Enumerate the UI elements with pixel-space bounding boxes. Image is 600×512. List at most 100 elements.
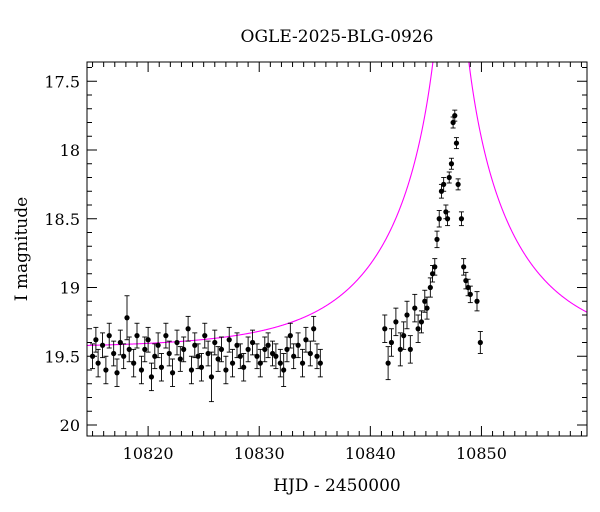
data-point <box>422 298 428 304</box>
data-point <box>401 333 407 339</box>
data-point <box>158 364 165 370</box>
data-point <box>163 333 169 339</box>
x-axis-label: HJD - 2450000 <box>273 476 401 496</box>
data-point <box>415 326 421 332</box>
chart-title: OGLE-2025-BLG-0926 <box>241 27 434 47</box>
y-tick-label: 18 <box>60 141 80 160</box>
y-tick-label: 17.5 <box>44 72 80 91</box>
data-point <box>208 374 215 380</box>
data-point <box>295 342 301 348</box>
data-point <box>412 305 418 311</box>
data-point <box>385 360 391 366</box>
y-tick-label: 18.5 <box>44 210 80 229</box>
data-point <box>432 264 438 270</box>
data-point <box>195 353 201 359</box>
data-point <box>452 113 458 119</box>
data-point <box>131 360 137 366</box>
data-point <box>404 312 410 318</box>
data-point <box>212 339 218 346</box>
x-tick-label: 10820 <box>123 444 174 463</box>
data-point <box>245 346 251 352</box>
data-point <box>427 284 433 291</box>
data-point <box>424 305 430 311</box>
data-point <box>95 360 101 366</box>
data-point <box>311 326 317 332</box>
data-point <box>317 360 323 366</box>
data-point <box>106 333 112 339</box>
data-point <box>155 342 161 348</box>
data-point <box>188 367 195 373</box>
data-point <box>114 370 120 376</box>
data-point <box>134 333 140 339</box>
data-point <box>142 346 148 352</box>
data-point <box>226 337 232 343</box>
data-point <box>241 364 247 370</box>
data-point <box>461 264 467 270</box>
data-point <box>215 356 221 362</box>
axis-ticks: 10820 10830 10840 10850 17.5 18 18.5 19 19.5 20 <box>44 62 587 463</box>
data-point <box>455 181 461 187</box>
model-curve-layer <box>87 62 587 346</box>
data-point <box>287 333 293 339</box>
data-point <box>257 360 263 366</box>
data-point <box>138 367 145 373</box>
data-point <box>237 353 243 359</box>
data-point <box>202 333 208 339</box>
data-point <box>124 315 130 321</box>
model-curve <box>87 62 587 346</box>
plot-frame <box>86 61 588 437</box>
data-point <box>434 236 440 242</box>
data-point <box>229 360 236 366</box>
data-point <box>121 353 127 359</box>
data-point <box>254 353 260 359</box>
data-point <box>453 140 460 146</box>
data-point <box>467 291 473 297</box>
data-point <box>265 342 271 348</box>
data-point <box>448 161 455 167</box>
data-point <box>262 346 268 352</box>
x-tick-label: 10850 <box>456 444 507 463</box>
data-point <box>185 326 191 332</box>
data-point <box>111 350 117 357</box>
data-point <box>382 326 388 332</box>
data-point <box>303 337 309 343</box>
data-point <box>477 339 483 346</box>
data-point <box>446 174 452 181</box>
data-point <box>291 353 297 359</box>
data-point <box>273 353 279 359</box>
data-point <box>418 319 425 325</box>
data-points-layer <box>89 109 483 403</box>
data-point <box>444 216 451 222</box>
data-point <box>307 350 313 357</box>
data-point <box>388 339 395 346</box>
data-point <box>174 339 180 346</box>
y-tick-label: 19 <box>60 279 80 298</box>
data-point <box>314 353 320 359</box>
x-tick-label: 10830 <box>234 444 285 463</box>
data-point <box>99 342 106 348</box>
data-point <box>393 319 399 325</box>
data-point <box>474 298 480 304</box>
data-point <box>436 216 442 222</box>
data-point <box>181 346 187 352</box>
data-point <box>218 346 225 352</box>
data-point <box>249 339 256 346</box>
data-point <box>397 346 403 352</box>
data-point <box>169 370 176 376</box>
data-point <box>177 356 183 362</box>
x-tick-label: 10840 <box>345 444 396 463</box>
data-point <box>458 216 465 222</box>
data-point <box>281 367 287 373</box>
data-point <box>93 337 99 343</box>
y-tick-label: 20 <box>60 416 80 435</box>
data-point <box>148 374 155 380</box>
data-point <box>198 364 205 370</box>
data-point <box>277 360 283 366</box>
data-point <box>407 346 413 352</box>
data-point <box>103 367 109 373</box>
data-point <box>126 346 132 352</box>
data-point <box>441 181 447 187</box>
y-axis-label: I magnitude <box>12 197 32 301</box>
data-point <box>166 350 172 357</box>
data-point <box>145 337 151 343</box>
